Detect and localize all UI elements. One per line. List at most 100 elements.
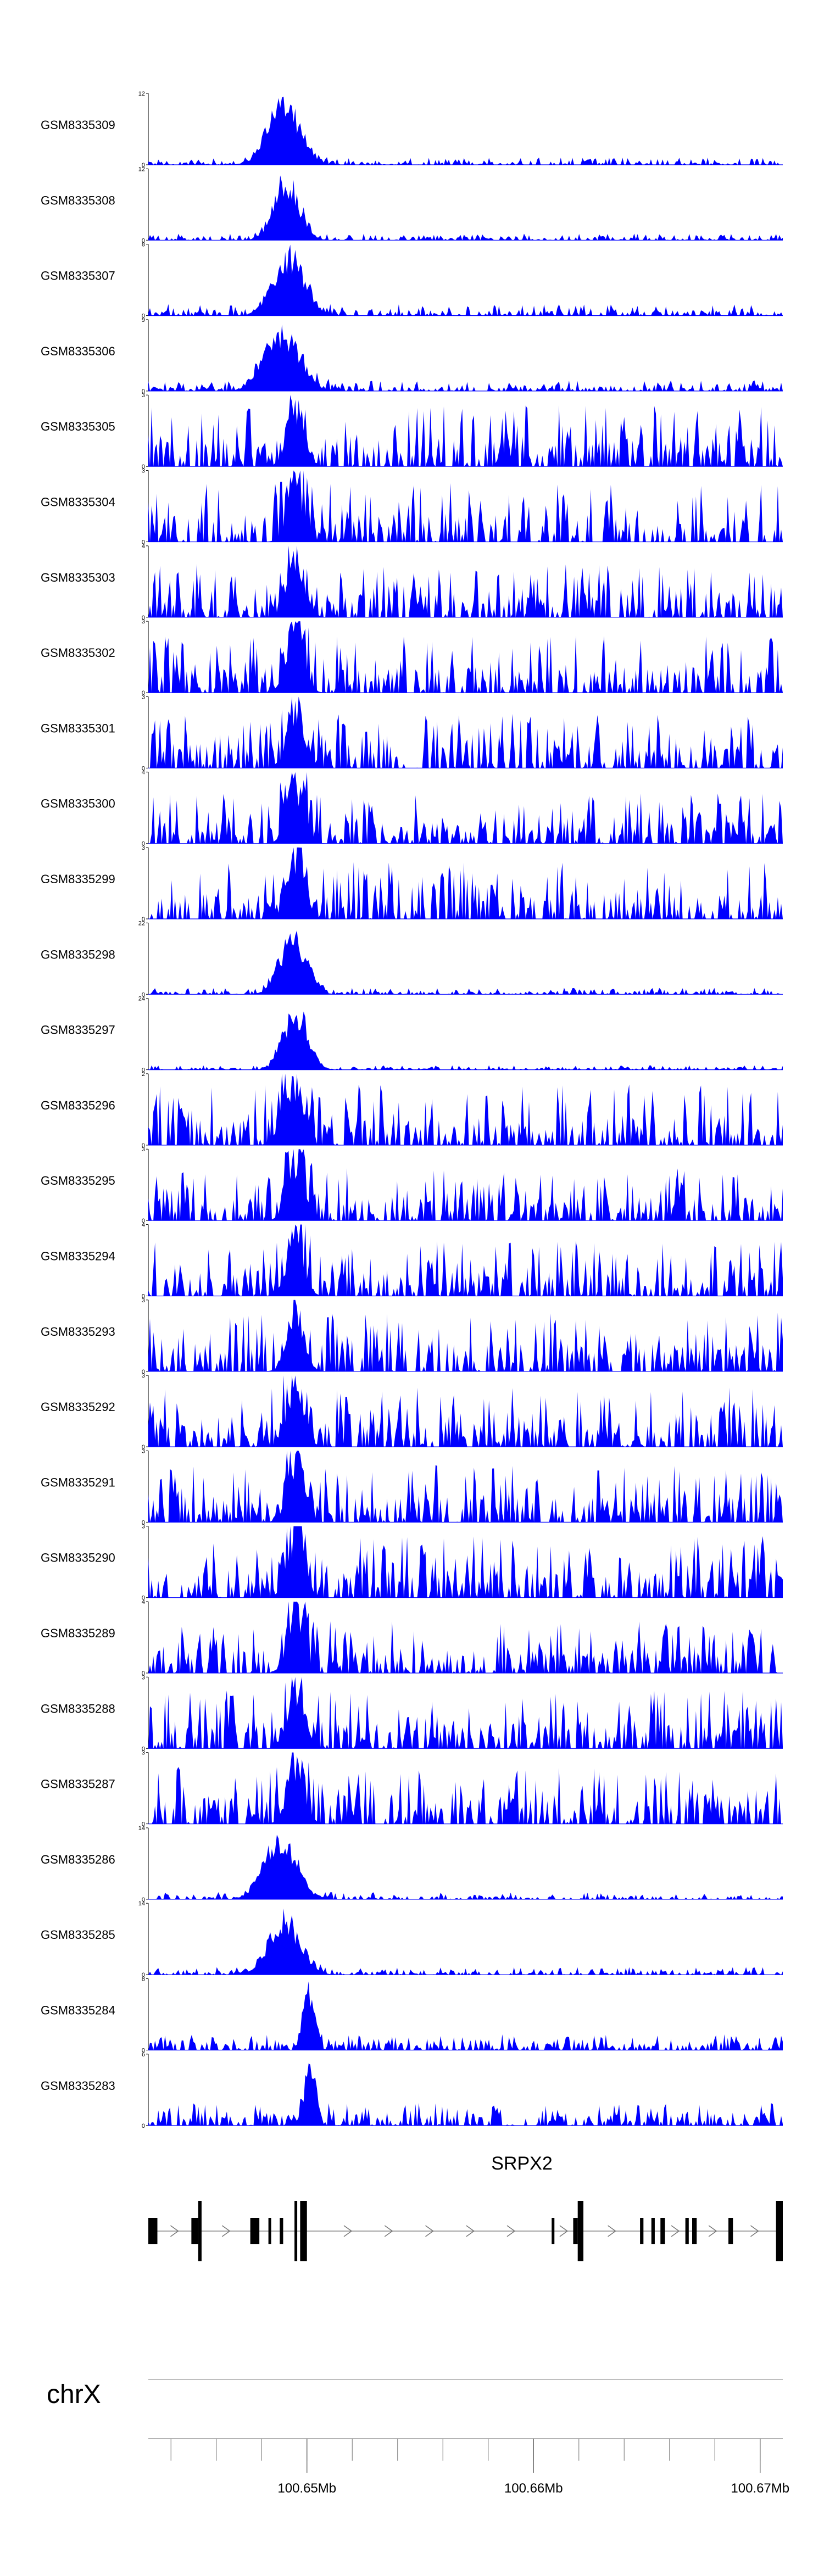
exon-15: [685, 2218, 689, 2244]
y-tick-label-max: 3: [142, 1750, 145, 1757]
track-label: GSM8335291: [41, 1475, 115, 1489]
track-label: GSM8335306: [41, 344, 115, 358]
track-label: GSM8335305: [41, 420, 115, 433]
track-label: GSM8335287: [41, 1777, 115, 1791]
track-label: GSM8335301: [41, 721, 115, 735]
y-tick-label-max: 3: [142, 1448, 145, 1454]
coverage-area-GSM8335286: [148, 1835, 783, 1899]
track-GSM8335293: GSM8335293 3 0: [41, 1297, 783, 1375]
y-tick-label-max: 22: [138, 920, 145, 927]
track-GSM8335291: GSM8335291 3 0: [41, 1448, 783, 1526]
coverage-tracks: GSM8335309120GSM8335308120GSM833530780GS…: [41, 91, 783, 2129]
track-GSM8335290: GSM8335290 3 0: [41, 1524, 783, 1602]
exon-7: [294, 2201, 298, 2261]
y-tick-label-max: 14: [138, 1825, 145, 1832]
coverage-area-GSM8335288: [148, 1677, 783, 1749]
genome-axis: 100.65Mb 100.66Mb 100.67Mb: [148, 2438, 789, 2496]
exon-17: [728, 2218, 733, 2244]
track-label: GSM8335296: [41, 1099, 115, 1112]
y-tick-label-min: 0: [142, 388, 145, 395]
y-tick-label-min: 0: [142, 1293, 145, 1300]
strand-chevron-icon: [425, 2225, 434, 2237]
y-tick-label-max: 3: [142, 1524, 145, 1530]
chromosome-track: chrX: [47, 2379, 783, 2409]
coverage-area-GSM8335299: [148, 847, 783, 919]
track-label: GSM8335295: [41, 1174, 115, 1187]
exon-10: [573, 2218, 578, 2244]
exon-3: [198, 2201, 202, 2261]
y-tick-label-min: 0: [142, 1519, 145, 1526]
track-GSM8335306: GSM8335306 9 0: [41, 317, 783, 395]
y-tick-label-min: 0: [142, 765, 145, 772]
track-label: GSM8335304: [41, 495, 115, 509]
track-GSM8335303: GSM8335303 4 0: [41, 543, 783, 621]
coverage-area-GSM8335296: [148, 1073, 783, 1145]
track-GSM8335289: GSM8335289 4 0: [41, 1599, 783, 1677]
y-tick-label-max: 3: [142, 1297, 145, 1304]
track-label: GSM8335283: [41, 2079, 115, 2093]
gene-name: SRPX2: [491, 2153, 553, 2174]
coverage-area-GSM8335309: [148, 97, 783, 165]
coverage-area-GSM8335295: [148, 1149, 783, 1221]
strand-chevron-icon: [170, 2225, 179, 2237]
track-label: GSM8335300: [41, 797, 115, 811]
coverage-area-GSM8335306: [148, 325, 783, 391]
coverage-area-GSM8335298: [148, 930, 783, 995]
strand-chevron-icon: [466, 2225, 475, 2237]
y-tick-label-max: 4: [142, 770, 145, 776]
y-tick-label-max: 24: [138, 996, 145, 1002]
y-tick-label-min: 0: [142, 841, 145, 847]
track-label: GSM8335307: [41, 269, 115, 283]
exon-16: [692, 2218, 697, 2244]
coverage-area-GSM8335290: [148, 1526, 783, 1598]
axis-tick-label: 100.67Mb: [731, 2481, 789, 2496]
y-tick-label-max: 3: [142, 1674, 145, 1681]
y-tick-label-max: 6: [142, 2051, 145, 2058]
track-label: GSM8335289: [41, 1626, 115, 1640]
strand-chevron-icon: [221, 2225, 231, 2237]
track-GSM8335287: GSM8335287 3 0: [41, 1750, 783, 1828]
exon-9: [552, 2218, 555, 2244]
y-tick-label-min: 0: [142, 916, 145, 923]
track-GSM8335296: GSM8335296 2 0: [41, 1071, 783, 1149]
strand-chevron-icon: [384, 2225, 393, 2237]
y-tick-label-max: 2: [142, 1071, 145, 1078]
track-GSM8335284: GSM8335284 8 0: [41, 1976, 783, 2054]
track-GSM8335298: GSM8335298 22 0: [41, 920, 783, 998]
coverage-area-GSM8335300: [148, 772, 783, 844]
coverage-area-GSM8335302: [148, 621, 783, 693]
track-label: GSM8335299: [41, 872, 115, 886]
exon-18: [776, 2201, 783, 2261]
y-tick-label-max: 12: [138, 91, 145, 97]
y-tick-label-min: 0: [142, 162, 145, 169]
y-tick-label-min: 0: [142, 313, 145, 320]
coverage-area-GSM8335285: [148, 1908, 783, 1975]
track-label: GSM8335297: [41, 1023, 115, 1037]
y-tick-label-max: 4: [142, 1222, 145, 1229]
axis-tick-label: 100.66Mb: [504, 2481, 563, 2496]
y-tick-label-max: 3: [142, 1373, 145, 1379]
track-GSM8335286: GSM8335286 14 0: [41, 1825, 783, 1903]
track-label: GSM8335288: [41, 1702, 115, 1715]
strand-chevron-icon: [671, 2225, 680, 2237]
y-tick-label-min: 0: [142, 1746, 145, 1752]
coverage-area-GSM8335284: [148, 1981, 783, 2050]
y-tick-label-min: 0: [142, 2123, 145, 2129]
y-tick-label-min: 0: [142, 615, 145, 621]
track-label: GSM8335294: [41, 1250, 115, 1263]
axis-tick-label: 100.65Mb: [277, 2481, 336, 2496]
y-tick-label-min: 0: [142, 1142, 145, 1149]
strand-chevron-icon: [559, 2225, 569, 2237]
coverage-area-GSM8335283: [148, 2063, 783, 2126]
y-tick-label-max: 3: [142, 845, 145, 851]
track-label: GSM8335309: [41, 118, 115, 132]
exon-6: [280, 2218, 283, 2244]
y-tick-label-max: 3: [142, 468, 145, 475]
y-tick-label-max: 3: [142, 392, 145, 399]
strand-chevron-icon: [506, 2225, 516, 2237]
exon-4: [250, 2218, 260, 2244]
coverage-area-GSM8335297: [148, 1011, 783, 1070]
y-tick-label-min: 0: [142, 237, 145, 244]
track-GSM8335294: GSM8335294 4 0: [41, 1222, 783, 1300]
